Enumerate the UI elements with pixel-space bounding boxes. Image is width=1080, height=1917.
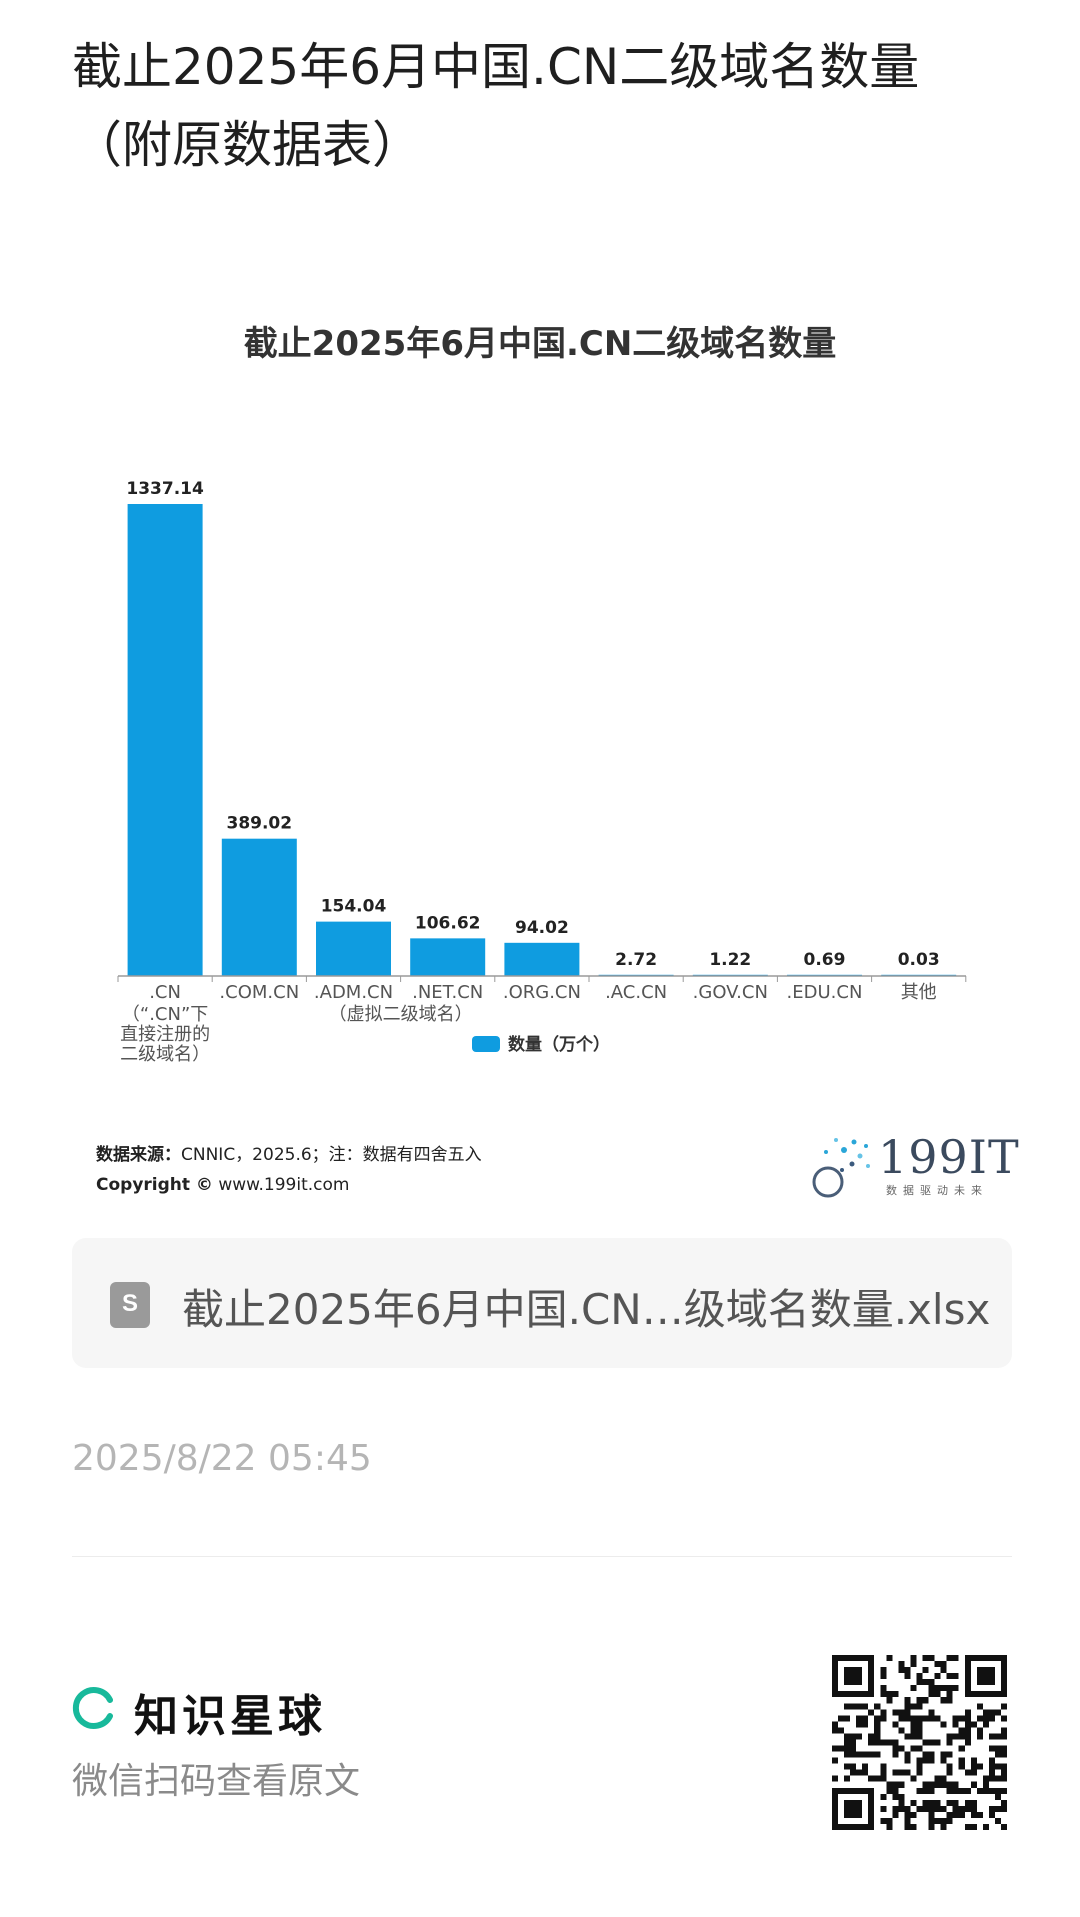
x-tick-label: .NET.CN [412,982,483,1003]
spreadsheet-icon [110,1282,150,1328]
dandelion-logo-icon [812,1138,870,1198]
bar-chart: 1337.14 .CN 389.02 .COM.CN 154.04 .ADM.CN 106.… [117,479,967,1065]
chart-title: 截止2025年6月中国.CN二级域名数量 [243,324,837,364]
logo-text: 199IT [878,1130,1020,1184]
legend-swatch [472,1036,500,1052]
qr-code [832,1655,1007,1830]
chart-card: 截止2025年6月中国.CN二级域名数量 1337.14 .CN 389.02 .CO… [0,290,1080,1230]
post-title: 截止2025年6月中国.CN二级域名数量（附原数据表） [72,38,920,174]
category-note: （“.CN”下 [122,1004,208,1025]
bar-value-label: 0.03 [898,950,940,970]
category-note: （虚拟二级域名） [329,1004,473,1025]
data-source-note: 数据来源：CNNIC，2025.6；注：数据有四舍五入 Copyright © … [96,1140,482,1200]
attachment-file[interactable]: 截止2025年6月中国.CN…级域名数量.xlsx [72,1238,1012,1368]
legend-label: 数量（万个） [508,1034,610,1055]
source-text: CNNIC，2025.6；注：数据有四舍五入 [181,1145,482,1165]
x-tick-label: .EDU.CN [787,982,863,1003]
bar-value-label: 1.22 [709,950,751,970]
bar-value-label: 2.72 [615,950,657,970]
x-tick-label: .COM.CN [219,982,299,1003]
bar-value-label: 1337.14 [126,479,204,499]
bar-4 [504,942,580,976]
category-note: 直接注册的 [120,1024,210,1045]
post-timestamp: 2025/8/22 05:45 [72,1438,372,1479]
scan-instruction: 微信扫码查看原文 [72,1761,361,1802]
x-tick-label: .AC.CN [605,982,667,1003]
bar-0 [127,504,203,976]
bar-value-label: 106.62 [415,913,481,933]
zsxq-logo-icon [72,1687,113,1729]
bar-value-label: 154.04 [321,897,387,917]
brand-name: 知识星球 [134,1691,326,1742]
bar-value-label: 0.69 [804,950,846,970]
x-tick-label: .GOV.CN [693,982,768,1003]
divider [72,1556,1012,1557]
x-tick-label: .ADM.CN [314,982,393,1003]
bar-value-label: 94.02 [515,918,569,938]
bar-3 [410,938,486,976]
x-tick-label: .ORG.CN [503,982,581,1003]
attachment-file-name[interactable]: 截止2025年6月中国.CN…级域名数量.xlsx [182,1285,991,1334]
category-note: 二级域名） [120,1044,210,1065]
x-tick-label: .CN [149,982,181,1003]
bar-value-label: 389.02 [226,814,292,834]
x-tick-label: 其他 [901,982,937,1003]
copyright-label: Copyright © [96,1175,213,1195]
bar-2 [316,921,391,976]
source-label: 数据来源： [96,1145,181,1165]
bar-1 [221,838,297,976]
logo-tagline: 数据驱动未来 [886,1184,988,1197]
logo-199it: 199IT 数据驱动未来 [808,1130,1019,1200]
copyright-url[interactable]: www.199it.com [218,1175,350,1195]
